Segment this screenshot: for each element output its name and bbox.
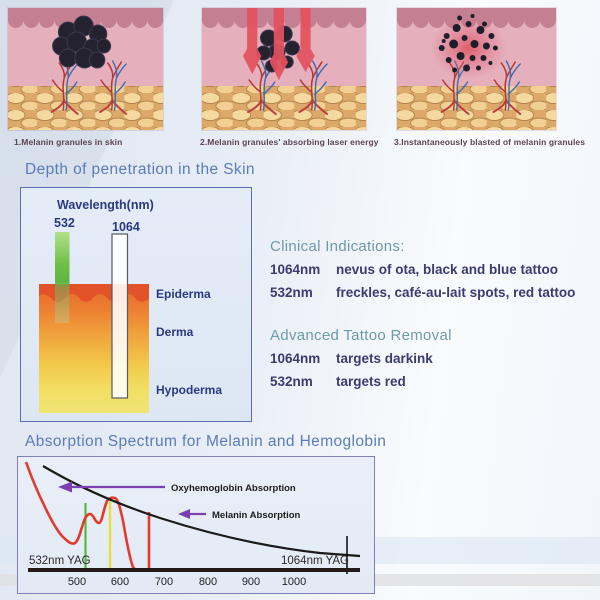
penetration-section-title: Depth of penetration in the Skin bbox=[25, 161, 255, 178]
wavelength-value: 532nm bbox=[270, 374, 313, 389]
indication-text: targets darkink bbox=[336, 351, 433, 366]
green-532-bar bbox=[55, 232, 70, 323]
fat-cells-layer bbox=[8, 86, 163, 130]
bar-532-label: 532 bbox=[54, 216, 75, 230]
oxyhemoglobin-annotation: Oxyhemoglobin Absorption bbox=[171, 483, 296, 494]
bar-1064-label: 1064 bbox=[112, 220, 140, 234]
absorption-spectrum-chart: Oxyhemoglobin Absorption Melanin Absorpt… bbox=[17, 456, 375, 594]
step3-caption: 3.Instantaneously blasted of melanin gra… bbox=[394, 137, 586, 147]
skin-step2-svg bbox=[202, 8, 366, 130]
blast-glow bbox=[430, 17, 507, 79]
step1-caption: 1.Melanin granules in skin bbox=[14, 137, 123, 147]
penetration-diagram: Wavelength(nm) 532 1064 Epiderma Derma H… bbox=[20, 187, 252, 422]
marker-1064-label: 1064nm YAG bbox=[281, 555, 349, 567]
melanin-annotation: Melanin Absorption bbox=[212, 510, 301, 521]
tick-label-900: 900 bbox=[242, 576, 260, 588]
blasted-granules-icon bbox=[438, 14, 498, 73]
melanin-curve bbox=[42, 465, 361, 558]
marker-532-label: 532nm YAG bbox=[29, 555, 91, 567]
melanin-cluster-icon bbox=[52, 15, 112, 69]
advanced-tattoo-removal-title: Advanced Tattoo Removal bbox=[270, 327, 452, 344]
tattoo-removal-row: 1064nm targets darkink bbox=[270, 351, 433, 366]
fat-cells-layer bbox=[397, 86, 556, 130]
oxyhemoglobin-arrow-icon bbox=[58, 481, 165, 493]
tick-label-800: 800 bbox=[199, 576, 217, 588]
tick-label-600: 600 bbox=[111, 576, 129, 588]
step2-caption: 2.Melanin granules' absorbing laser ener… bbox=[200, 137, 379, 147]
derma-label: Derma bbox=[156, 325, 194, 339]
skin-step1-svg bbox=[8, 8, 163, 130]
clinical-row: 1064nm nevus of ota, black and blue tatt… bbox=[270, 262, 558, 277]
indication-text: nevus of ota, black and blue tattoo bbox=[336, 262, 559, 277]
melanin-arrow-icon bbox=[178, 509, 206, 519]
absorption-spectrum-svg: Oxyhemoglobin Absorption Melanin Absorpt… bbox=[24, 461, 361, 588]
clinical-indications-title: Clinical Indications: bbox=[270, 238, 405, 255]
laser-beams-icon bbox=[243, 8, 315, 80]
tick-label-1000: 1000 bbox=[282, 576, 306, 588]
skin-step2-illustration bbox=[202, 8, 366, 130]
wavelength-value: 532nm bbox=[270, 285, 313, 300]
penetration-diagram-svg: Wavelength(nm) 532 1064 Epiderma Derma H… bbox=[39, 198, 222, 413]
tattoo-removal-row: 532nm targets red bbox=[270, 374, 406, 389]
clinical-row: 532nm freckles, café-au-lait spots, red … bbox=[270, 285, 575, 300]
epiderma-label: Epiderma bbox=[156, 287, 211, 301]
fat-cells-layer bbox=[202, 86, 366, 130]
indication-text: freckles, café-au-lait spots, red tattoo bbox=[336, 285, 576, 300]
hypoderma-label: Hypoderma bbox=[156, 383, 222, 397]
indication-text: targets red bbox=[336, 374, 406, 389]
skin-step1-illustration bbox=[8, 8, 163, 130]
wavelength-value: 1064nm bbox=[270, 351, 321, 366]
x-axis-tick-labels: 500 600 700 800 900 1000 bbox=[68, 576, 306, 588]
tick-label-700: 700 bbox=[155, 576, 173, 588]
tick-label-500: 500 bbox=[68, 576, 86, 588]
x-axis bbox=[28, 568, 360, 572]
oxyhemoglobin-curve bbox=[24, 461, 151, 572]
white-1064-bar bbox=[111, 233, 129, 399]
skin-step3-svg bbox=[397, 8, 556, 130]
skin-step3-illustration bbox=[397, 8, 556, 130]
wavelength-value: 1064nm bbox=[270, 262, 321, 277]
wavelength-label: Wavelength(nm) bbox=[57, 198, 154, 212]
absorption-section-title: Absorption Spectrum for Melanin and Hemo… bbox=[25, 433, 387, 450]
